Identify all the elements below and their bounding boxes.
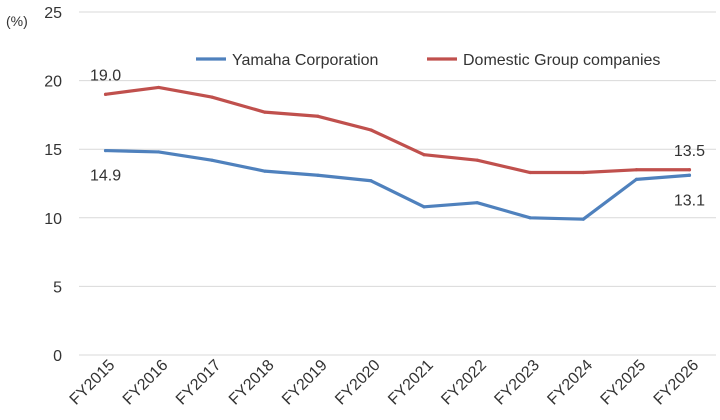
data-point (316, 173, 320, 177)
y-tick-label: 15 (44, 142, 62, 159)
series-line-1 (103, 85, 692, 175)
y-tick-label: 20 (44, 74, 62, 91)
data-point (422, 205, 426, 209)
data-point (369, 128, 373, 132)
x-tick-label: FY2022 (438, 357, 490, 409)
data-point (369, 179, 373, 183)
x-tick-label: FY2018 (226, 357, 278, 409)
x-tick-label: FY2024 (544, 357, 596, 409)
x-tick-label: FY2017 (173, 357, 225, 409)
y-tick-label: 5 (53, 279, 62, 296)
data-labels: 14.9 13.1 19.0 13.5 (90, 67, 705, 209)
data-point (528, 216, 532, 220)
data-point (581, 170, 585, 175)
gridlines (79, 11, 716, 356)
data-point (157, 85, 161, 90)
data-point (634, 177, 638, 181)
legend-label: Yamaha Corporation (232, 52, 378, 69)
series-line-0 (103, 148, 692, 221)
data-label: 13.5 (674, 143, 705, 160)
data-point (157, 150, 161, 154)
data-point (210, 95, 214, 99)
data-point (103, 148, 108, 153)
y-tick-label: 25 (44, 5, 62, 22)
data-point (422, 153, 426, 157)
y-tick-label: 0 (53, 348, 62, 365)
y-tick-label: 10 (44, 211, 62, 228)
legend-label: Domestic Group companies (463, 52, 660, 69)
data-label: 13.1 (674, 192, 705, 209)
x-tick-label: FY2021 (385, 357, 437, 409)
y-axis-unit-label: (%) (6, 13, 28, 29)
data-point (103, 92, 108, 96)
legend: Yamaha Corporation Domestic Group compani… (196, 52, 660, 69)
x-tick-label: FY2026 (651, 357, 703, 409)
x-tick-label: FY2019 (279, 357, 331, 409)
x-axis: FY2015 FY2016 FY2017 FY2018 FY2019 FY2020 FY20… (67, 357, 703, 409)
y-axis: 0 5 10 15 20 25 (44, 5, 62, 365)
series-lines (103, 85, 692, 221)
data-point (210, 158, 214, 162)
data-point (634, 168, 638, 172)
x-tick-label: FY2015 (67, 357, 119, 409)
data-label: 19.0 (90, 67, 121, 84)
data-point (687, 168, 692, 172)
data-label: 14.9 (90, 168, 121, 185)
data-point (475, 158, 479, 162)
data-point (687, 173, 692, 177)
data-point (263, 110, 267, 114)
x-tick-label: FY2023 (491, 357, 543, 409)
x-tick-label: FY2025 (598, 357, 650, 409)
data-point (263, 169, 267, 173)
data-point (316, 114, 320, 118)
data-point (475, 201, 479, 205)
x-tick-label: FY2016 (120, 357, 172, 409)
x-tick-label: FY2020 (332, 357, 384, 409)
data-point (581, 217, 585, 221)
data-point (528, 170, 532, 175)
